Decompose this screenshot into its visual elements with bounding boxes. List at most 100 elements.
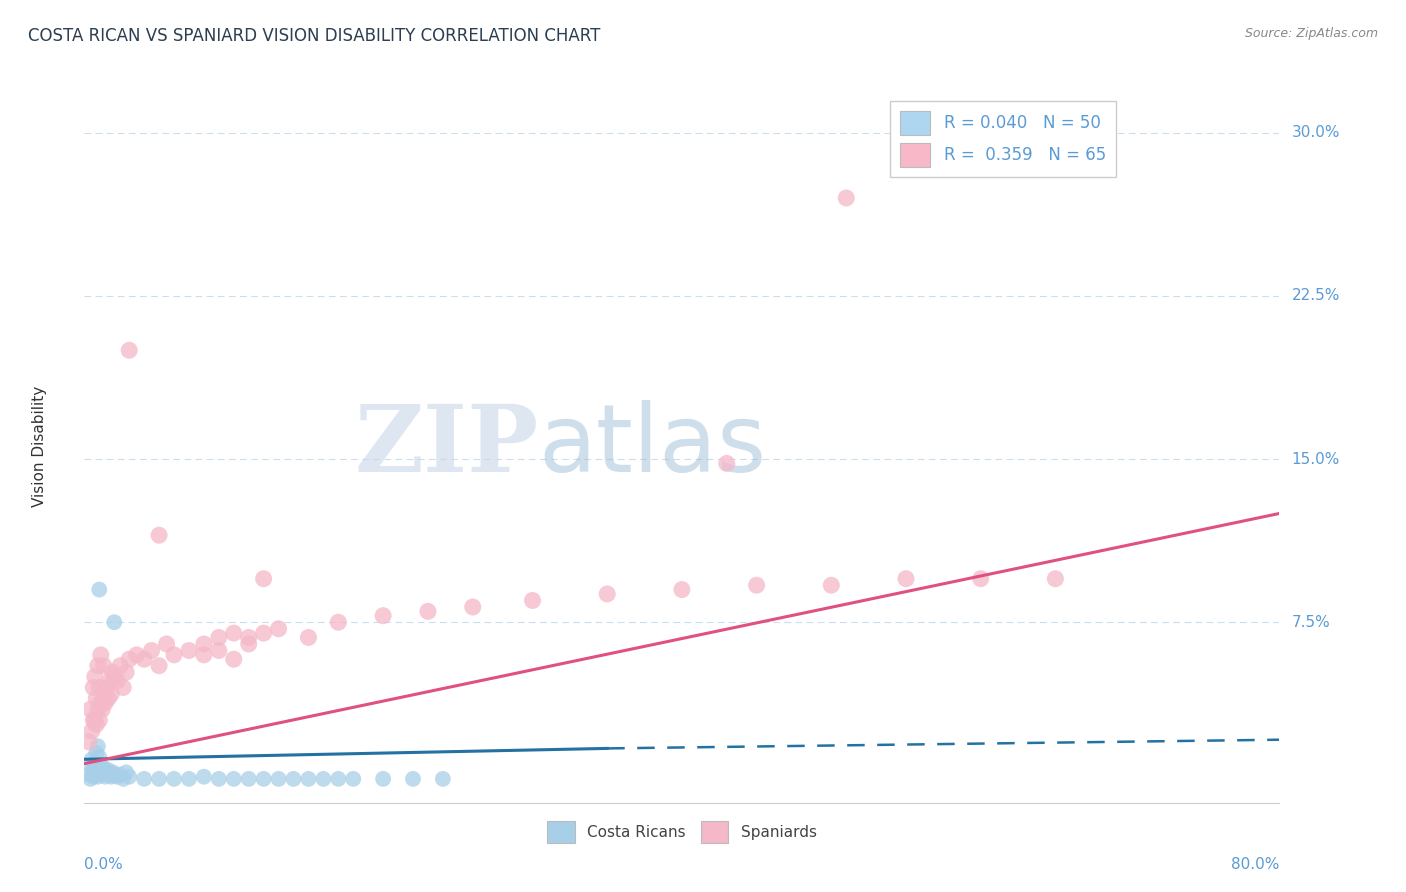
Point: [89, 713, 111, 727]
Point: [297, 631, 319, 645]
Point: [835, 191, 858, 205]
Point: [894, 572, 917, 586]
Text: 15.0%: 15.0%: [1292, 451, 1340, 467]
Point: [86, 691, 108, 706]
Point: [238, 772, 260, 786]
Text: 30.0%: 30.0%: [1292, 125, 1340, 140]
Point: [432, 772, 454, 786]
Point: [373, 608, 395, 623]
Point: [596, 587, 619, 601]
Point: [148, 658, 170, 673]
Point: [222, 626, 245, 640]
Point: [101, 665, 124, 680]
Point: [110, 767, 132, 781]
Point: [177, 643, 200, 657]
Point: [373, 772, 395, 786]
Point: [90, 696, 112, 710]
Point: [87, 770, 110, 784]
Point: [238, 631, 260, 645]
Point: [87, 658, 110, 673]
Point: [132, 652, 156, 666]
Point: [125, 648, 148, 662]
Point: [100, 770, 122, 784]
Point: [103, 670, 125, 684]
Point: [96, 681, 118, 695]
Point: [402, 772, 425, 786]
Point: [132, 772, 156, 786]
Point: [83, 670, 105, 684]
Point: [820, 578, 842, 592]
Point: [328, 772, 350, 786]
Point: [82, 770, 104, 784]
Text: 7.5%: 7.5%: [1292, 615, 1330, 630]
Point: [87, 702, 110, 716]
Point: [97, 763, 120, 777]
Point: [82, 713, 104, 727]
Point: [83, 765, 105, 780]
Point: [118, 652, 141, 666]
Point: [342, 772, 364, 786]
Text: Source: ZipAtlas.com: Source: ZipAtlas.com: [1244, 27, 1378, 40]
Point: [141, 643, 163, 657]
Point: [80, 752, 103, 766]
Point: [93, 761, 115, 775]
Point: [118, 770, 141, 784]
Point: [87, 739, 110, 754]
Point: [416, 604, 439, 618]
Point: [222, 772, 245, 786]
Point: [100, 687, 122, 701]
Point: [89, 763, 111, 777]
Point: [89, 681, 111, 695]
Point: [208, 631, 231, 645]
Point: [193, 637, 215, 651]
Point: [103, 615, 125, 630]
Point: [89, 582, 111, 597]
Point: [91, 767, 114, 781]
Point: [86, 746, 108, 760]
Point: [98, 767, 121, 781]
Text: 22.5%: 22.5%: [1292, 288, 1340, 303]
Point: [80, 724, 103, 739]
Point: [267, 772, 290, 786]
Point: [97, 691, 120, 706]
Point: [91, 702, 114, 716]
Point: [155, 637, 177, 651]
Point: [177, 772, 200, 786]
Point: [253, 572, 276, 586]
Point: [79, 702, 101, 716]
Point: [193, 648, 215, 662]
Point: [253, 626, 276, 640]
Point: [77, 767, 100, 781]
Point: [90, 759, 112, 773]
Point: [90, 648, 112, 662]
Legend: Costa Ricans, Spaniards: Costa Ricans, Spaniards: [541, 814, 823, 848]
Point: [208, 772, 231, 786]
Point: [267, 622, 290, 636]
Point: [77, 735, 100, 749]
Point: [80, 761, 103, 775]
Text: COSTA RICAN VS SPANIARD VISION DISABILITY CORRELATION CHART: COSTA RICAN VS SPANIARD VISION DISABILIT…: [28, 27, 600, 45]
Point: [222, 652, 245, 666]
Point: [148, 528, 170, 542]
Point: [312, 772, 335, 786]
Point: [238, 637, 260, 651]
Point: [970, 572, 993, 586]
Point: [94, 770, 117, 784]
Point: [253, 772, 276, 786]
Point: [745, 578, 768, 592]
Point: [328, 615, 350, 630]
Point: [82, 763, 104, 777]
Point: [1045, 572, 1067, 586]
Text: atlas: atlas: [538, 400, 766, 492]
Point: [283, 772, 305, 786]
Point: [112, 681, 135, 695]
Point: [163, 648, 186, 662]
Point: [94, 696, 117, 710]
Text: ZIP: ZIP: [354, 401, 538, 491]
Point: [112, 772, 135, 786]
Point: [208, 643, 231, 657]
Point: [105, 770, 128, 784]
Text: 80.0%: 80.0%: [1232, 857, 1279, 872]
Point: [115, 765, 138, 780]
Point: [98, 673, 121, 688]
